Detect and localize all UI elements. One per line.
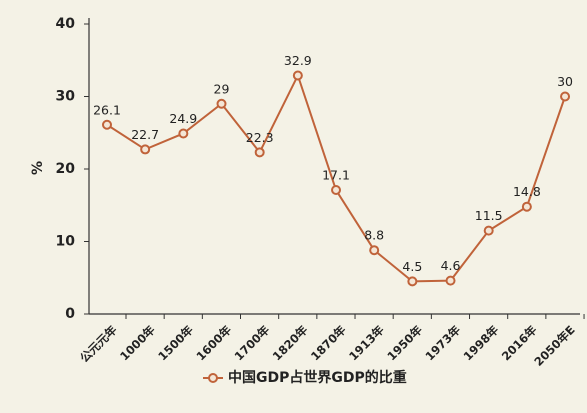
x-tick-label: 1913年 <box>346 322 387 363</box>
value-label: 29 <box>214 81 230 96</box>
marker <box>521 201 532 212</box>
y-tick-label: 20 <box>56 161 76 177</box>
value-label: 22.3 <box>246 130 274 145</box>
marker <box>292 70 303 81</box>
marker <box>178 128 189 139</box>
value-label: 22.7 <box>131 127 159 142</box>
value-label: 14.8 <box>513 184 541 199</box>
legend-marker <box>208 373 218 383</box>
marker <box>560 91 571 102</box>
y-tick-label: 0 <box>65 306 75 322</box>
y-tick-label: 30 <box>56 89 76 105</box>
x-tick-label: 1700年 <box>232 322 273 363</box>
value-label: 30 <box>557 74 573 89</box>
x-tick-label: 1998年 <box>461 322 502 363</box>
marker <box>483 225 494 236</box>
x-tick-label: 1870年 <box>308 322 349 363</box>
x-tick-label: 1000年 <box>117 322 158 363</box>
y-tick-label: 10 <box>56 234 76 250</box>
x-tick-label: 1500年 <box>155 322 196 363</box>
marker <box>254 147 265 158</box>
value-label: 11.5 <box>475 208 503 223</box>
x-tick-label: 2050年E <box>531 323 577 369</box>
x-tick-label: 1820年 <box>270 322 311 363</box>
marker <box>445 275 456 286</box>
marker <box>216 98 227 109</box>
value-label: 32.9 <box>284 53 312 68</box>
x-tick-label: 1600年 <box>193 322 234 363</box>
marker <box>331 185 342 196</box>
y-axis-label: % <box>30 161 46 175</box>
marker <box>407 276 418 287</box>
value-label: 17.1 <box>322 168 350 183</box>
marker <box>369 245 380 256</box>
marker <box>140 144 151 155</box>
value-label: 4.5 <box>402 259 422 274</box>
y-tick-label: 40 <box>56 16 76 32</box>
value-label: 26.1 <box>93 102 121 117</box>
value-label: 8.8 <box>364 228 384 243</box>
x-tick-label: 1950年 <box>384 322 425 363</box>
value-label: 24.9 <box>169 111 197 126</box>
legend-label: 中国GDP占世界GDP的比重 <box>228 369 407 386</box>
x-tick-label: 1973年 <box>422 322 463 363</box>
marker <box>102 119 112 130</box>
x-tick-label: 公元元年 <box>77 322 120 365</box>
value-label: 4.6 <box>441 258 461 273</box>
